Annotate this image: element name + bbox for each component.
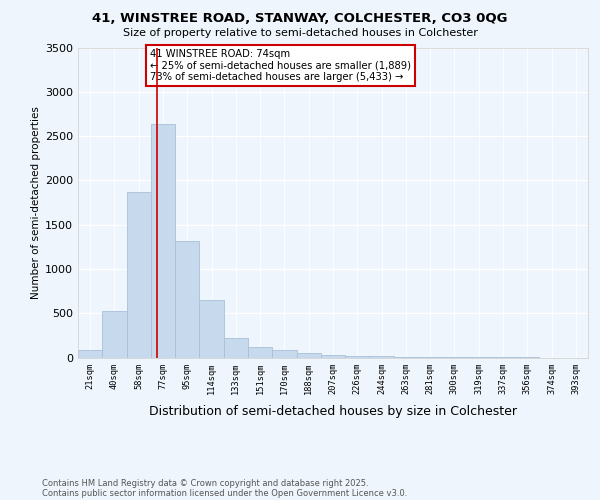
- Text: Size of property relative to semi-detached houses in Colchester: Size of property relative to semi-detach…: [122, 28, 478, 38]
- Text: 41, WINSTREE ROAD, STANWAY, COLCHESTER, CO3 0QG: 41, WINSTREE ROAD, STANWAY, COLCHESTER, …: [92, 12, 508, 26]
- Bar: [78, 350, 102, 358]
- Bar: [199, 300, 224, 358]
- Bar: [224, 338, 248, 357]
- Y-axis label: Number of semi-detached properties: Number of semi-detached properties: [31, 106, 41, 299]
- Bar: [175, 242, 199, 358]
- Bar: [345, 356, 370, 358]
- Bar: [272, 350, 296, 358]
- Bar: [370, 356, 394, 358]
- Bar: [151, 124, 175, 358]
- Text: Contains public sector information licensed under the Open Government Licence v3: Contains public sector information licen…: [42, 488, 407, 498]
- Bar: [296, 352, 321, 358]
- Bar: [127, 192, 151, 358]
- Bar: [394, 357, 418, 358]
- X-axis label: Distribution of semi-detached houses by size in Colchester: Distribution of semi-detached houses by …: [149, 405, 517, 418]
- Bar: [248, 348, 272, 358]
- Bar: [102, 310, 127, 358]
- Text: 41 WINSTREE ROAD: 74sqm
← 25% of semi-detached houses are smaller (1,889)
73% of: 41 WINSTREE ROAD: 74sqm ← 25% of semi-de…: [149, 50, 410, 82]
- Text: Contains HM Land Registry data © Crown copyright and database right 2025.: Contains HM Land Registry data © Crown c…: [42, 478, 368, 488]
- Bar: [321, 355, 345, 358]
